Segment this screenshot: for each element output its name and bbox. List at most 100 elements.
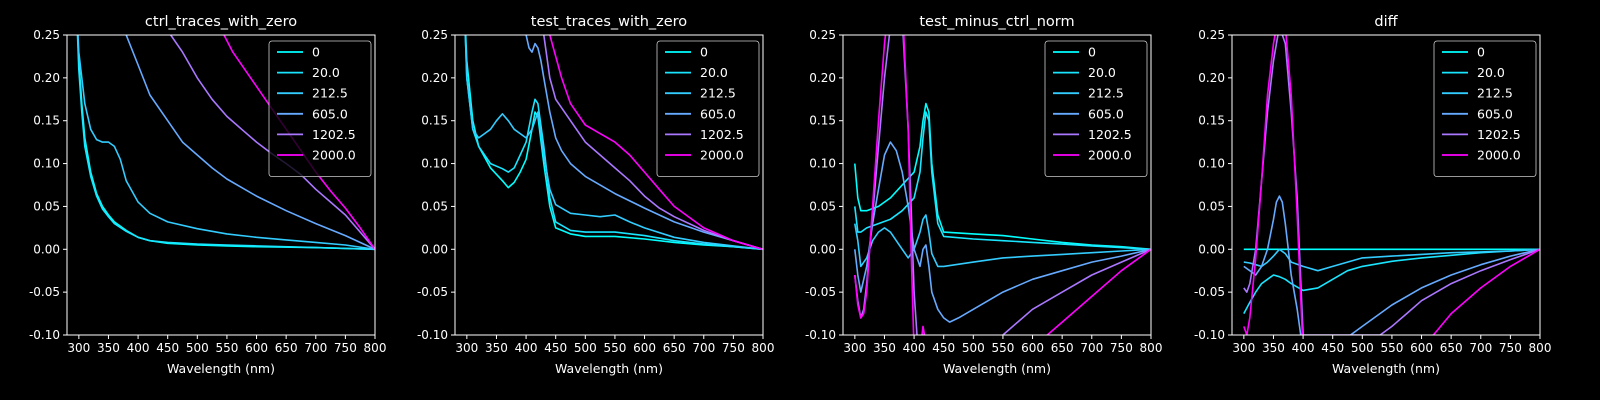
- series-line-20.0: [76, 35, 375, 251]
- y-tick-label: 0.15: [421, 114, 448, 128]
- legend-label: 1202.5: [1477, 127, 1521, 142]
- chart-title: diff: [1374, 14, 1398, 30]
- x-tick-label: 350: [1262, 341, 1285, 355]
- chart-1: ctrl_traces_with_zero 300 350 400 450 500 550 6…: [29, 14, 387, 376]
- axes-frame: [66, 34, 376, 336]
- legend-label: 1202.5: [700, 127, 744, 142]
- x-tick-label: 550: [603, 341, 626, 355]
- series-line-212.5: [464, 35, 763, 251]
- x-tick-label: 750: [1110, 341, 1133, 355]
- legend-label: 20.0: [312, 65, 340, 80]
- legend-label: 0: [700, 45, 708, 60]
- y-tick-label: -0.05: [805, 285, 836, 299]
- y-tick-label: -0.05: [1194, 285, 1225, 299]
- x-tick-label: 350: [97, 341, 120, 355]
- y-tick-label: -0.10: [417, 328, 448, 342]
- series-group: [464, 35, 763, 251]
- x-tick-label: 300: [67, 341, 90, 355]
- x-tick-label: 550: [1380, 341, 1403, 355]
- axes-frame: [842, 34, 1152, 336]
- x-tick-label: 650: [1051, 341, 1074, 355]
- legend-label: 20.0: [700, 65, 728, 80]
- x-axis-label: Wavelength (nm): [1332, 361, 1440, 376]
- y-tick-label: -0.05: [29, 285, 60, 299]
- series-line-605.0: [525, 35, 763, 251]
- series-line-605.0: [1243, 195, 1540, 335]
- x-axis-label: Wavelength (nm): [555, 361, 663, 376]
- y-tick-label: 0.25: [421, 28, 448, 42]
- chart-3: test_minus_ctrl_norm 300 350 400 450 500 550 60…: [805, 14, 1163, 376]
- x-tick-label: 300: [1232, 341, 1255, 355]
- legend-label: 605.0: [700, 106, 736, 121]
- x-tick-label: 700: [692, 341, 715, 355]
- legend-box: [656, 40, 760, 178]
- x-tick-label: 550: [215, 341, 238, 355]
- legend-label: 2000.0: [1477, 148, 1521, 163]
- series-line-212.5: [77, 35, 375, 251]
- x-tick-label: 450: [932, 341, 955, 355]
- legend-label: 1202.5: [1088, 127, 1132, 142]
- x-tick-label: 500: [1351, 341, 1374, 355]
- axes-frame: [1231, 34, 1541, 336]
- y-tick-label: 0.05: [421, 199, 448, 213]
- x-tick-label: 400: [127, 341, 150, 355]
- x-tick-label: 750: [1499, 341, 1522, 355]
- legend-box: [268, 40, 372, 178]
- x-tick-label: 800: [364, 341, 387, 355]
- x-tick-label: 600: [1410, 341, 1433, 355]
- x-tick-label: 650: [275, 341, 298, 355]
- y-tick-label: 0.00: [33, 242, 60, 256]
- y-tick-label: 0.25: [1198, 28, 1225, 42]
- x-tick-label: 800: [1140, 341, 1163, 355]
- legend-label: 2000.0: [700, 148, 744, 163]
- x-tick-label: 450: [544, 341, 567, 355]
- x-tick-label: 800: [1529, 341, 1552, 355]
- chart-2: test_traces_with_zero 300 350 400 450 500 550 6…: [417, 14, 775, 376]
- legend-box: [1433, 40, 1537, 178]
- y-tick-label: 0.10: [1198, 157, 1225, 171]
- x-tick-label: 700: [304, 341, 327, 355]
- x-tick-label: 700: [1080, 341, 1103, 355]
- legend-label: 605.0: [1088, 106, 1124, 121]
- series-line-2000.0: [1243, 35, 1540, 335]
- x-tick-label: 450: [156, 341, 179, 355]
- x-tick-label: 700: [1469, 341, 1492, 355]
- x-tick-label: 500: [962, 341, 985, 355]
- legend: 0 20.0 212.5 605.0 1202.5 2000.0: [1433, 40, 1537, 178]
- series-line-20.0: [1243, 248, 1540, 314]
- x-tick-label: 300: [843, 341, 866, 355]
- y-tick-label: 0.05: [809, 199, 836, 213]
- y-tick-label: 0.15: [809, 114, 836, 128]
- x-tick-label: 350: [485, 341, 508, 355]
- legend-label: 212.5: [1088, 86, 1124, 101]
- legend: 0 20.0 212.5 605.0 1202.5 2000.0: [1044, 40, 1148, 178]
- legend-label: 212.5: [700, 86, 736, 101]
- x-tick-label: 500: [186, 341, 209, 355]
- legend-label: 212.5: [312, 86, 348, 101]
- y-tick-label: 0.20: [1198, 71, 1225, 85]
- legend-label: 0: [1477, 45, 1485, 60]
- y-tick-label: 0.00: [1198, 242, 1225, 256]
- series-line-605.0: [125, 35, 375, 251]
- y-tick-label: 0.05: [33, 199, 60, 213]
- legend-label: 20.0: [1088, 65, 1116, 80]
- y-tick-label: 0.00: [421, 242, 448, 256]
- legend-label: 20.0: [1477, 65, 1505, 80]
- y-tick-label: -0.10: [805, 328, 836, 342]
- x-tick-label: 600: [245, 341, 268, 355]
- x-tick-label: 650: [1440, 341, 1463, 355]
- x-tick-label: 400: [515, 341, 538, 355]
- series-line-2000.0: [549, 35, 763, 251]
- x-tick-label: 450: [1321, 341, 1344, 355]
- series-line-212.5: [854, 214, 1151, 268]
- y-tick-label: -0.05: [417, 285, 448, 299]
- legend-box: [1044, 40, 1148, 178]
- chart-title: ctrl_traces_with_zero: [145, 14, 297, 30]
- series-line-605.0: [854, 141, 1151, 323]
- x-tick-label: 750: [722, 341, 745, 355]
- x-tick-label: 600: [1021, 341, 1044, 355]
- x-tick-label: 400: [1292, 341, 1315, 355]
- series-line-1202.5: [543, 35, 763, 251]
